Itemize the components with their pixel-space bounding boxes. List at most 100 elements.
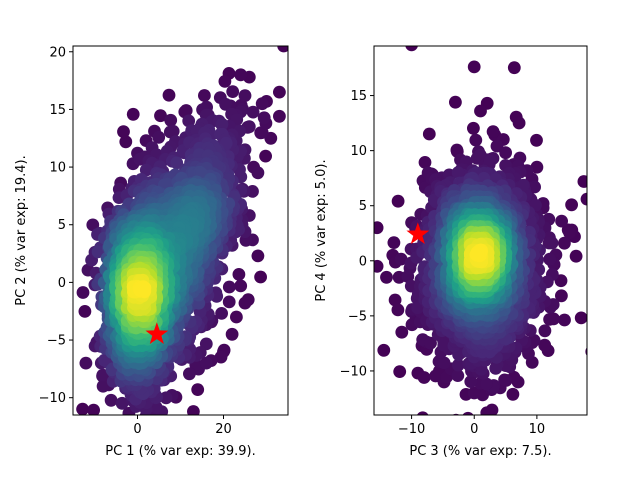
scatter-point: [512, 116, 526, 130]
scatter-point: [377, 343, 391, 357]
scatter-point: [164, 113, 178, 127]
scatter-point: [166, 124, 180, 138]
scatter-point: [76, 402, 89, 415]
scatter-point: [393, 365, 407, 378]
y-tick-label: 0: [58, 276, 66, 291]
scatter-point: [139, 163, 153, 177]
scatter-point: [198, 89, 211, 102]
scatter-point: [467, 60, 481, 74]
scatter-point: [391, 303, 405, 317]
scatter-points-pc3-pc4: [374, 46, 587, 415]
scatter-point: [558, 313, 571, 327]
scatter-point: [273, 109, 286, 123]
y-axis-label-pc2: PC 2 (% var exp: 19.4).: [14, 155, 29, 306]
scatter-point: [222, 280, 236, 294]
scatter-point: [380, 270, 393, 284]
scatter-point: [506, 387, 520, 401]
scatter-point: [451, 358, 465, 372]
scatter-point: [437, 356, 451, 370]
x-tick-label: 0: [133, 422, 141, 437]
scatter-point: [417, 371, 431, 384]
scatter-point: [395, 325, 409, 339]
scatter-point: [191, 383, 205, 396]
scatter-point: [86, 218, 100, 232]
scatter-point: [449, 95, 462, 109]
scatter-point: [117, 125, 130, 139]
scatter-point: [530, 133, 543, 147]
x-tick-label: 20: [215, 422, 232, 437]
scatter-point: [154, 109, 167, 123]
scatter-point: [543, 252, 557, 266]
scatter-point: [422, 127, 436, 141]
scatter-point: [405, 46, 418, 52]
scatter-point: [462, 411, 474, 415]
scatter-point: [547, 312, 560, 326]
scatter-point: [259, 149, 272, 163]
scatter-point: [450, 143, 464, 157]
scatter-point: [91, 245, 105, 259]
scatter-point: [451, 166, 465, 180]
scatter-point: [498, 373, 511, 387]
scatter-point: [499, 146, 512, 160]
scatter-point: [530, 160, 544, 174]
scatter-point: [232, 268, 246, 281]
scatter-point: [467, 386, 481, 400]
scatter-point: [255, 97, 269, 111]
scatter-point: [563, 226, 576, 240]
scatter-point: [238, 296, 252, 310]
scatter-point: [574, 311, 587, 325]
scatter-point: [254, 270, 267, 284]
scatter-point: [565, 198, 578, 212]
scatter-point: [489, 362, 503, 375]
scatter-point: [277, 46, 288, 53]
scatter-point: [391, 194, 405, 208]
scatter-point: [464, 375, 478, 388]
scatter-point: [215, 307, 229, 320]
scatter-point: [218, 75, 232, 88]
scatter-points-pc1-pc2: [76, 46, 288, 415]
scatter-point: [480, 406, 494, 415]
scatter-point: [230, 310, 243, 324]
scatter-point: [79, 356, 93, 370]
scatter-point: [257, 111, 271, 125]
scatter-point: [226, 85, 240, 98]
scatter-point: [251, 166, 265, 180]
scatter-point: [76, 286, 90, 299]
scatter-point: [538, 338, 552, 352]
scatter-point: [149, 400, 163, 414]
scatter-point: [199, 356, 213, 370]
scatter-point: [473, 148, 487, 162]
scatter-point: [542, 236, 556, 250]
scatter-point: [437, 338, 451, 352]
scatter-point: [411, 301, 424, 315]
scatter-point: [451, 369, 465, 382]
scatter-point: [469, 133, 483, 147]
scatter-point: [480, 377, 493, 391]
scatter-point: [416, 411, 429, 415]
scatter-point: [87, 403, 100, 415]
scatter-point: [215, 117, 229, 131]
scatter-point: [162, 88, 176, 102]
scatter-point: [78, 305, 92, 318]
highlight-star-marker: [145, 322, 169, 344]
scatter-point: [517, 178, 530, 192]
scatter-point: [555, 289, 568, 303]
scatter-point: [242, 120, 256, 134]
scatter-point: [273, 85, 286, 99]
scatter-point: [577, 175, 587, 188]
scatter-point: [558, 236, 571, 250]
plot-frame-pc1-pc2: [72, 45, 289, 416]
scatter-point: [96, 379, 110, 393]
scatter-point: [569, 249, 583, 263]
scatter-point: [246, 105, 260, 119]
scatter-point: [159, 391, 173, 405]
y-tick-label: 20: [49, 45, 66, 60]
y-tick-label: 10: [49, 161, 66, 176]
scatter-point: [126, 107, 140, 121]
scatter-point: [119, 135, 133, 149]
scatter-point: [115, 396, 129, 410]
